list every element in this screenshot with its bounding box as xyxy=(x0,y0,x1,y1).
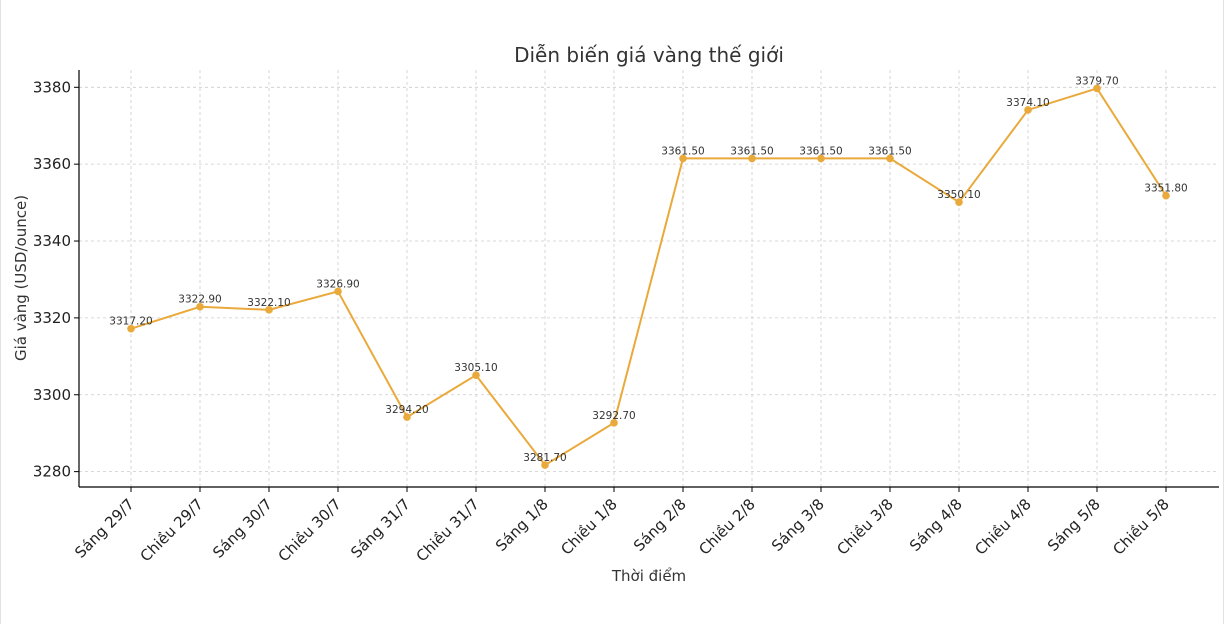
data-point xyxy=(541,461,549,469)
data-label: 3350.10 xyxy=(937,189,980,201)
y-tick-label: 3360 xyxy=(33,155,71,173)
x-tick-label: Chiều 1/8 xyxy=(557,495,620,558)
x-axis-label: Thời điểm xyxy=(611,567,686,585)
y-tick-label: 3280 xyxy=(33,463,71,481)
data-label: 3305.10 xyxy=(454,362,497,374)
data-label: 3326.90 xyxy=(316,278,359,290)
chart-title: Diễn biến giá vàng thế giới xyxy=(514,43,784,67)
data-label: 3294.20 xyxy=(385,404,428,416)
data-label: 3374.10 xyxy=(1006,97,1049,109)
data-point xyxy=(1024,106,1032,114)
data-label: 3379.70 xyxy=(1075,75,1118,87)
x-tick-label: Sáng 2/8 xyxy=(630,495,690,555)
x-tick-label: Chiều 30/7 xyxy=(275,495,345,565)
grid-layer xyxy=(79,70,1219,487)
data-point xyxy=(748,154,756,163)
x-tick-label: Sáng 29/7 xyxy=(71,495,138,562)
data-point xyxy=(679,154,687,163)
data-label: 3351.80 xyxy=(1144,183,1187,195)
labels-layer: 3317.20 3322.90 3322.10 3326.90 3294.20 3305.… xyxy=(109,75,1187,464)
x-tick-label: Sáng 30/7 xyxy=(209,495,276,562)
x-tick-label: Sáng 3/8 xyxy=(768,495,828,555)
data-point xyxy=(610,419,618,427)
data-label: 3361.50 xyxy=(661,145,704,157)
data-point xyxy=(334,287,342,296)
data-label: 3292.70 xyxy=(592,410,635,422)
data-label: 3361.50 xyxy=(730,145,773,157)
data-point xyxy=(1162,191,1170,200)
data-label: 3317.20 xyxy=(109,316,152,328)
data-point xyxy=(127,324,135,333)
x-tick-label: Chiều 3/8 xyxy=(833,495,896,558)
y-tick-label: 3340 xyxy=(33,232,71,250)
y-tick-label: 3320 xyxy=(33,309,71,327)
data-label: 3361.50 xyxy=(799,145,842,157)
data-label: 3322.10 xyxy=(247,297,290,309)
data-point xyxy=(196,302,204,311)
x-tick-label: Chiều 31/7 xyxy=(413,495,483,565)
x-tick-label: Sáng 5/8 xyxy=(1044,495,1104,555)
data-point xyxy=(403,413,411,421)
x-tick-label: Chiều 29/7 xyxy=(137,495,207,565)
data-point xyxy=(265,306,273,314)
data-label: 3361.50 xyxy=(868,145,911,157)
data-point xyxy=(817,154,825,163)
data-label: 3322.90 xyxy=(178,294,221,306)
data-point xyxy=(955,198,963,207)
data-point xyxy=(472,371,480,379)
y-axis-label: Giá vàng (USD/ounce) xyxy=(12,195,30,361)
data-label: 3281.70 xyxy=(523,452,566,464)
x-tick-label: Sáng 1/8 xyxy=(492,495,552,555)
x-tick-label: Sáng 4/8 xyxy=(906,495,966,555)
x-tick-label: Chiều 4/8 xyxy=(971,495,1034,558)
data-point xyxy=(886,154,894,163)
series-layer xyxy=(127,84,1170,469)
x-tick-label: Chiều 2/8 xyxy=(695,495,758,558)
x-tick-label: Chiều 5/8 xyxy=(1109,495,1172,558)
data-point xyxy=(1093,84,1101,93)
y-tick-label: 3380 xyxy=(33,78,71,96)
series-line xyxy=(130,87,1167,467)
y-tick-label: 3300 xyxy=(33,386,71,404)
x-tick-label: Sáng 31/7 xyxy=(347,495,414,562)
